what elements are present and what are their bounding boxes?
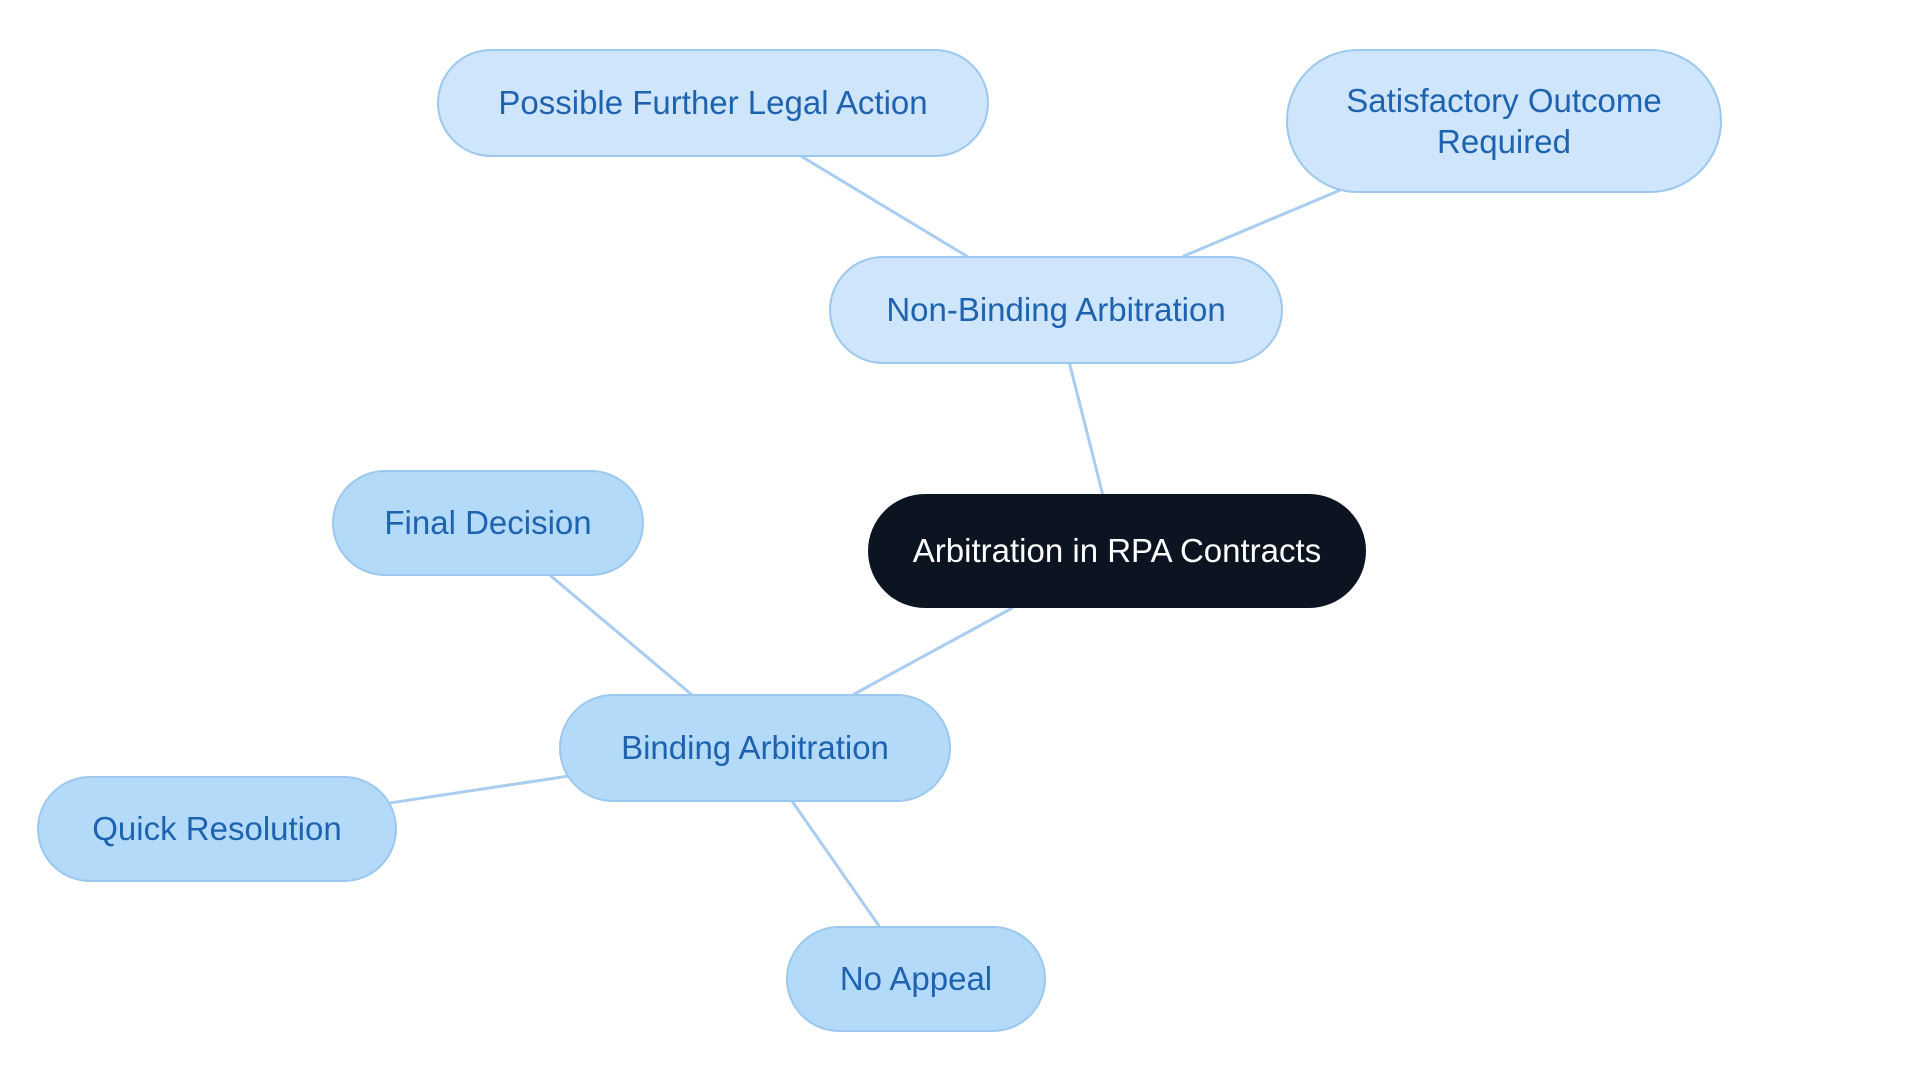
edge-binding-noappeal [793, 802, 879, 926]
node-quick-resolution: Quick Resolution [37, 776, 397, 882]
node-no-appeal-label: No Appeal [840, 958, 992, 999]
node-non-binding-arbitration: Non-Binding Arbitration [829, 256, 1283, 364]
node-root: Arbitration in RPA Contracts [868, 494, 1366, 608]
node-possible-further-legal-action-label: Possible Further Legal Action [498, 82, 927, 123]
node-no-appeal: No Appeal [786, 926, 1046, 1032]
edge-binding-quick [390, 776, 567, 803]
node-binding-arbitration-label: Binding Arbitration [621, 727, 889, 768]
node-possible-further-legal-action: Possible Further Legal Action [437, 49, 989, 157]
node-binding-arbitration: Binding Arbitration [559, 694, 951, 802]
node-satisfactory-outcome-required: Satisfactory Outcome Required [1286, 49, 1722, 193]
edge-binding-final [551, 576, 691, 694]
node-final-decision-label: Final Decision [384, 502, 591, 543]
node-non-binding-arbitration-label: Non-Binding Arbitration [886, 289, 1225, 330]
edge-root-nonbinding [1070, 364, 1103, 494]
node-root-label: Arbitration in RPA Contracts [913, 530, 1321, 571]
node-satisfactory-outcome-required-label: Satisfactory Outcome Required [1346, 80, 1661, 163]
node-quick-resolution-label: Quick Resolution [92, 808, 341, 849]
node-final-decision: Final Decision [332, 470, 644, 576]
edge-root-binding [854, 608, 1012, 694]
edge-nonbinding-pfla [802, 157, 966, 256]
edge-nonbinding-sor [1184, 191, 1339, 256]
diagram-canvas: Arbitration in RPA Contracts Non-Binding… [0, 0, 1920, 1083]
